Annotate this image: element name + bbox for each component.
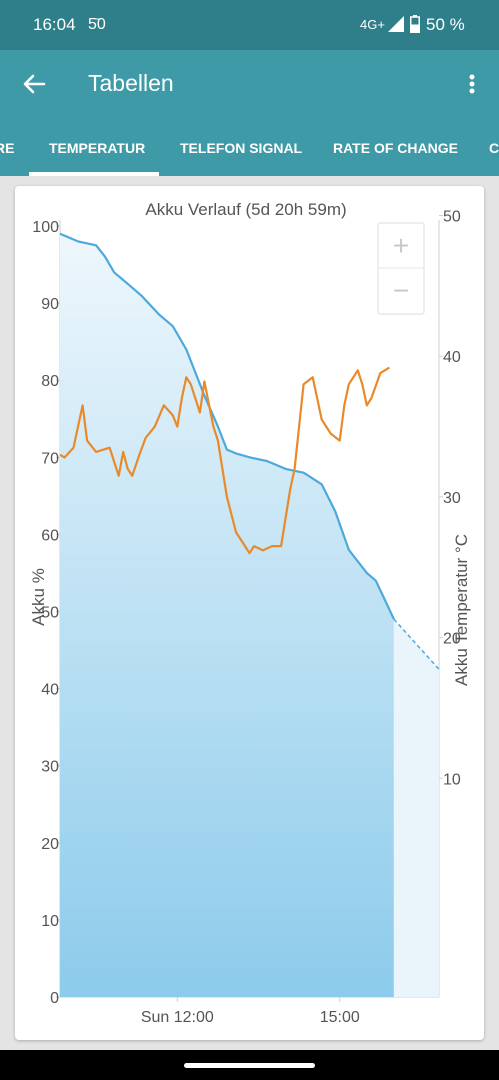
chart-title: Akku Verlauf (5d 20h 59m) bbox=[145, 200, 346, 219]
zoom-out-label: − bbox=[393, 275, 409, 306]
y-tick-label: 40 bbox=[41, 682, 59, 699]
tab-bar: RE TEMPERATUR TELEFON SIGNAL RATE OF CHA… bbox=[0, 118, 499, 176]
network-type: 4G+ bbox=[360, 17, 385, 32]
home-indicator[interactable] bbox=[184, 1063, 315, 1068]
status-bar: 16:04 5̄0 4G+ 50 % bbox=[0, 0, 499, 50]
y2-tick-label: 10 bbox=[443, 771, 461, 788]
battery-percent: 50 % bbox=[426, 15, 465, 34]
status-time: 16:04 bbox=[33, 15, 76, 34]
tab-re[interactable]: RE bbox=[0, 140, 15, 156]
tab-indicator bbox=[29, 172, 159, 176]
y-tick-label: 0 bbox=[50, 990, 59, 1007]
y2-tick-label: 50 bbox=[443, 209, 461, 226]
y-tick-label: 80 bbox=[41, 373, 59, 390]
y-axis-title: Akku % bbox=[29, 568, 48, 626]
battery-chart[interactable]: 0 10 20 30 40 50 60 70 80 90 100 10 20 30 40 50 Sun 12:0… bbox=[15, 186, 484, 1040]
x-tick-label: Sun 12:00 bbox=[141, 1009, 214, 1026]
battery-icon bbox=[410, 15, 420, 33]
y-tick-label: 10 bbox=[41, 913, 59, 930]
temperature-line bbox=[59, 366, 390, 555]
sim-indicator: 5̄0 bbox=[88, 16, 106, 33]
y-tick-label: 70 bbox=[41, 450, 59, 467]
tab-telefon-signal[interactable]: TELEFON SIGNAL bbox=[180, 140, 303, 156]
projection-line bbox=[393, 618, 440, 670]
y-tick-label: 50 bbox=[41, 605, 59, 622]
app-bar: Tabellen bbox=[0, 50, 499, 118]
y2-tick-label: 40 bbox=[443, 349, 461, 366]
tab-rate-of-change[interactable]: RATE OF CHANGE bbox=[333, 140, 458, 156]
chart-card: 0 10 20 30 40 50 60 70 80 90 100 10 20 30 40 50 Sun 12:0… bbox=[15, 186, 484, 1040]
y-tick-label: 60 bbox=[41, 527, 59, 544]
y-tick-label: 30 bbox=[41, 759, 59, 776]
x-tick-label: 15:00 bbox=[320, 1009, 360, 1026]
y2-tick-label: 20 bbox=[443, 631, 461, 648]
navigation-bar bbox=[0, 1050, 499, 1080]
arrow-back-icon[interactable] bbox=[18, 68, 50, 100]
tab-c[interactable]: C bbox=[489, 140, 499, 156]
battery-area bbox=[60, 233, 394, 997]
zoom-in-label: + bbox=[393, 230, 409, 261]
signal-icon bbox=[388, 16, 404, 32]
tab-temperatur[interactable]: TEMPERATUR bbox=[49, 140, 146, 156]
y2-axis-title: Akku Temperatur °C bbox=[452, 534, 471, 686]
y-tick-label: 90 bbox=[41, 296, 59, 313]
battery-line bbox=[59, 232, 395, 620]
y-tick-label: 20 bbox=[41, 836, 59, 853]
page-title: Tabellen bbox=[88, 70, 174, 96]
y2-tick-label: 30 bbox=[443, 490, 461, 507]
more-vert-icon[interactable] bbox=[458, 68, 486, 100]
projection-area bbox=[393, 619, 439, 997]
y-tick-label: 100 bbox=[32, 219, 59, 236]
